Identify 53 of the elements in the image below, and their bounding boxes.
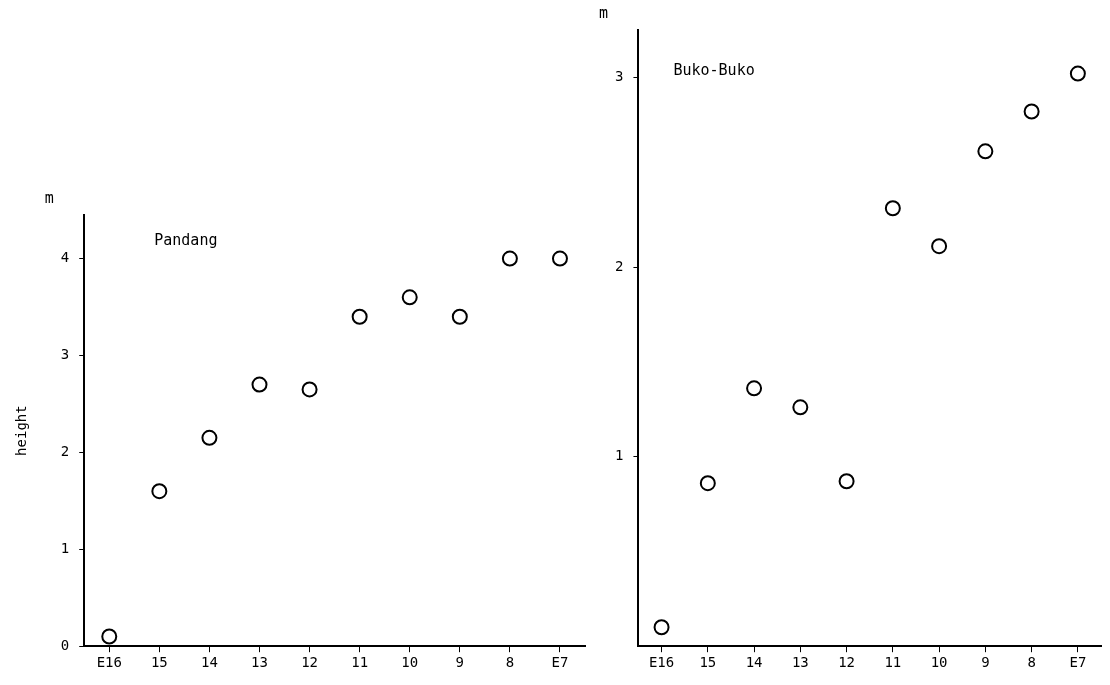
point [351,308,368,325]
x-tick-label: E16 [648,654,675,671]
point [977,143,994,160]
y-tick-label: 1 [614,447,624,464]
x-tick-label: 13 [791,654,809,671]
point [101,628,118,645]
y-tick-label: 2 [614,257,624,274]
text: m [598,4,608,23]
y-tick-label: 3 [60,346,70,363]
point [1023,103,1040,120]
y-axis-title: height [13,405,30,456]
point [301,381,318,398]
point [501,250,518,267]
x-tick-label: 13 [251,654,268,671]
point [451,308,468,325]
text: Pandang [154,231,218,249]
x-tick-label: 15 [699,654,717,671]
x-tick-label: 12 [838,654,856,671]
text: m [44,189,54,208]
y-tick-label: 4 [60,249,70,266]
y-tick-label: 2 [60,443,70,460]
x-tick-label: E16 [96,654,122,671]
x-tick-label: E7 [551,654,569,671]
x-tick-label: 8 [1027,654,1036,671]
x-tick-label: 8 [505,654,515,671]
point [792,399,809,416]
x-tick-label: E7 [1069,654,1087,671]
x-tick-label: 12 [301,654,319,671]
x-tick-label: 11 [884,654,902,671]
y-tick-label: 1 [60,539,70,556]
point [551,250,568,267]
x-tick-label: 14 [200,654,218,671]
x-tick-label: 15 [150,654,168,671]
point [931,238,948,255]
x-tick-label: 11 [351,654,369,671]
x-tick-label: 10 [930,654,948,671]
point [838,473,855,490]
x-tick-label: 10 [401,654,419,671]
point [251,376,268,393]
point [653,619,670,636]
point [699,475,716,492]
y-tick-label: 0 [60,636,70,653]
point [401,289,418,306]
x-tick-label: 9 [455,654,465,671]
point [201,429,218,446]
point [746,380,763,397]
point [151,483,168,500]
x-tick-label: 9 [981,654,990,671]
x-tick-label: 14 [745,654,763,671]
text: Buko-Buko [673,61,755,79]
point [884,200,901,217]
y-tick-label: 3 [614,68,624,85]
point [1069,65,1086,82]
